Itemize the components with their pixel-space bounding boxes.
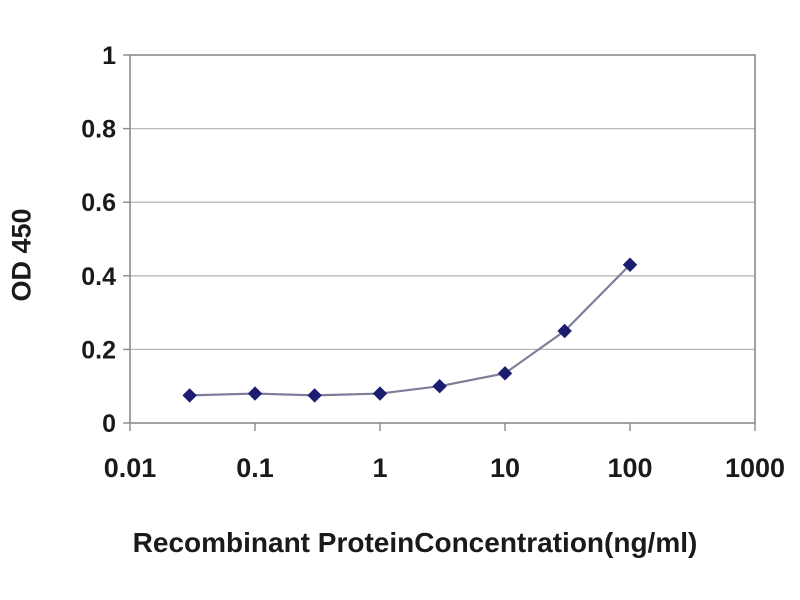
y-tick-label: 0	[102, 410, 116, 438]
y-tick-label: 0.8	[81, 116, 116, 144]
x-tick-label: 1000	[725, 453, 785, 483]
x-tick-label: 100	[607, 453, 652, 483]
y-tick-label: 0.4	[81, 263, 116, 291]
x-tick-label: 10	[490, 453, 520, 483]
plot-border	[129, 54, 756, 424]
data-point-marker	[182, 388, 197, 403]
y-tick-label: 0.6	[81, 189, 116, 217]
data-point-marker	[497, 366, 513, 381]
series-line	[189, 263, 631, 397]
y-tick-label: 0.2	[81, 336, 116, 364]
x-axis-title: Recombinant ProteinConcentration(ng/ml)	[132, 527, 698, 558]
x-tick-label: 0.01	[104, 453, 157, 483]
data-point-marker	[432, 378, 447, 394]
data-point-marker	[622, 257, 638, 272]
x-tick-label: 0.1	[236, 453, 274, 483]
x-tick-label: 1	[372, 453, 387, 483]
data-point-marker	[247, 386, 263, 401]
y-tick-label: 1	[102, 42, 116, 70]
data-point-marker	[307, 388, 322, 403]
data-point-marker	[372, 386, 388, 401]
data-point-marker	[557, 323, 572, 339]
